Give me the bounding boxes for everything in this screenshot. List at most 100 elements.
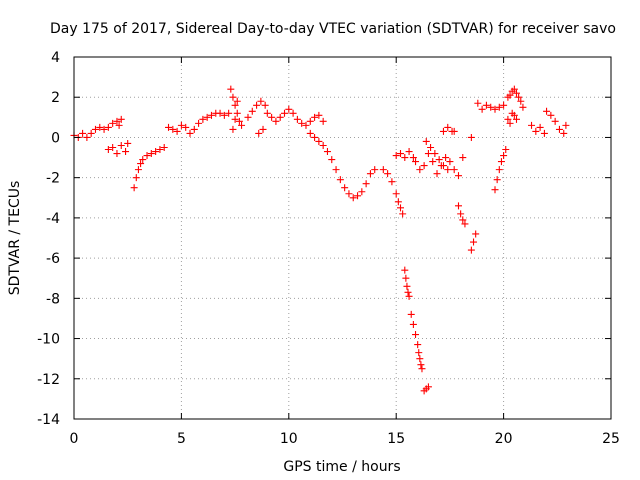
data-point <box>506 119 514 127</box>
data-point <box>417 361 425 369</box>
data-point <box>433 170 441 178</box>
data-point <box>91 125 99 133</box>
data-point <box>358 188 366 196</box>
data-point <box>311 133 319 141</box>
data-point <box>459 216 467 224</box>
data-point <box>261 101 269 109</box>
data-point <box>203 113 211 121</box>
data-point <box>510 111 518 119</box>
data-point <box>515 93 523 101</box>
series-arc3 <box>104 139 132 158</box>
data-point <box>409 154 417 162</box>
data-point <box>420 162 428 170</box>
data-point <box>472 230 480 238</box>
data-point <box>113 117 121 125</box>
data-point <box>244 113 252 121</box>
data-point <box>510 85 518 93</box>
data-point <box>104 146 112 154</box>
series-arc18 <box>467 230 480 254</box>
data-point <box>130 184 138 192</box>
data-point <box>238 121 246 129</box>
data-points <box>70 85 570 395</box>
y-tick-label: -14 <box>37 412 60 428</box>
data-point <box>405 148 413 156</box>
series-arc20 <box>491 146 510 194</box>
data-point <box>109 144 117 151</box>
data-point <box>281 109 289 117</box>
data-point <box>79 129 87 137</box>
data-point <box>560 129 568 137</box>
series-arc12 <box>401 266 426 373</box>
data-point <box>403 282 411 290</box>
data-point <box>392 152 400 160</box>
data-point <box>435 156 443 164</box>
data-point <box>298 119 306 127</box>
data-point <box>405 292 413 300</box>
data-point <box>519 103 527 111</box>
series-arc17 <box>454 202 469 228</box>
data-point <box>495 166 503 174</box>
series-arc10 <box>379 166 407 218</box>
y-tick-label: -6 <box>46 251 60 267</box>
data-point <box>446 158 454 166</box>
data-point <box>543 107 551 115</box>
plot-frame <box>73 56 612 420</box>
series-arc5 <box>165 109 233 137</box>
data-point <box>257 97 265 105</box>
data-point <box>467 246 475 254</box>
series-arc19 <box>474 99 508 113</box>
data-point <box>457 210 465 218</box>
data-point <box>349 194 357 202</box>
data-point <box>306 117 314 125</box>
data-point <box>429 158 437 166</box>
data-point <box>96 123 104 131</box>
data-point <box>412 158 420 166</box>
data-point <box>415 349 423 357</box>
data-point <box>504 115 512 123</box>
data-point <box>285 105 293 113</box>
data-point <box>104 123 112 131</box>
data-point <box>404 288 412 296</box>
data-point <box>139 156 147 164</box>
data-point <box>409 320 417 328</box>
data-point <box>207 111 215 119</box>
data-point <box>536 123 544 131</box>
data-point <box>532 127 540 135</box>
data-point <box>442 154 450 162</box>
x-tick-labels: 0 5 10 15 20 25 <box>70 431 620 447</box>
data-point <box>497 158 505 166</box>
data-point <box>414 341 422 349</box>
data-point <box>137 160 145 168</box>
data-point <box>336 176 344 184</box>
data-point <box>384 170 392 178</box>
data-point <box>450 127 458 135</box>
y-tick-label: -2 <box>46 171 60 187</box>
data-point <box>392 190 400 198</box>
data-point <box>229 125 237 133</box>
data-point <box>412 331 420 339</box>
data-point <box>500 152 508 160</box>
data-point <box>439 162 447 170</box>
data-point <box>276 113 284 121</box>
data-point <box>132 174 140 182</box>
data-point <box>152 148 160 156</box>
series-arc14 <box>412 150 467 180</box>
y-tick-label: -8 <box>46 291 60 307</box>
data-point <box>512 89 520 97</box>
data-point <box>444 166 452 174</box>
y-tick-label: -12 <box>37 372 60 388</box>
data-point <box>491 105 499 113</box>
data-point <box>422 137 430 145</box>
data-point <box>195 119 203 127</box>
data-point <box>253 101 261 109</box>
data-point <box>117 115 125 123</box>
data-point <box>461 220 469 228</box>
data-point <box>482 101 490 109</box>
data-point <box>113 150 121 158</box>
series-arc21 <box>504 85 527 123</box>
y-tick-labels: -14 -12 -10 -8 -6 -4 -2 0 2 4 <box>37 50 60 428</box>
data-point <box>311 113 319 121</box>
data-point <box>388 178 396 186</box>
data-point <box>115 121 123 129</box>
